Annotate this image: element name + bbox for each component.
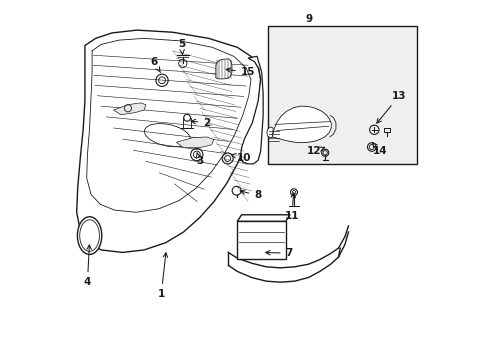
Text: 2: 2 [191,118,210,128]
Polygon shape [240,56,263,164]
Text: 3: 3 [196,153,203,166]
Text: 12: 12 [306,146,324,156]
Text: 5: 5 [178,40,185,55]
Text: 4: 4 [83,245,91,287]
Polygon shape [272,106,330,143]
Circle shape [183,114,190,121]
Polygon shape [237,215,289,221]
Text: 6: 6 [150,57,160,72]
Text: 10: 10 [231,153,251,163]
Ellipse shape [77,217,102,255]
Text: 9: 9 [305,14,312,24]
FancyBboxPatch shape [267,26,416,164]
Text: 8: 8 [240,190,261,201]
Circle shape [232,186,241,195]
Text: 15: 15 [226,67,255,77]
Text: 11: 11 [284,193,299,221]
Polygon shape [215,59,231,79]
Polygon shape [77,30,260,252]
Polygon shape [183,118,191,128]
Text: 1: 1 [157,253,167,299]
Polygon shape [266,127,273,138]
Polygon shape [176,137,214,148]
Text: 14: 14 [372,143,386,156]
Polygon shape [237,221,285,259]
Polygon shape [113,103,145,115]
Text: 13: 13 [376,91,406,123]
Text: 7: 7 [265,248,292,258]
